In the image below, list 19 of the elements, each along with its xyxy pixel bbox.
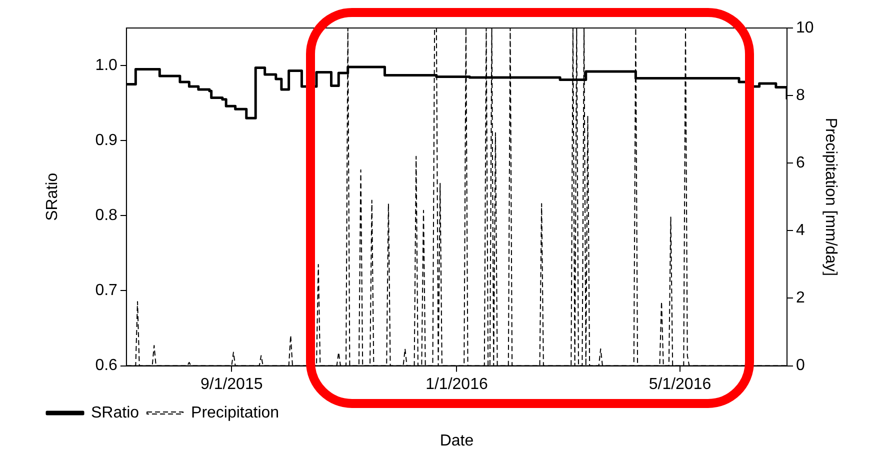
legend-label: SRatio	[91, 404, 140, 422]
y2-tick-label: 2	[796, 290, 806, 307]
y-tick-label: 0.7	[95, 282, 118, 300]
y2-tick-label: 8	[796, 86, 806, 104]
x-tick-label: 5/1/2016	[648, 376, 712, 393]
y-tick-label: 1.0	[95, 56, 118, 74]
y-tick-label: 0.8	[95, 207, 118, 224]
y2-tick-label: 0	[796, 357, 806, 374]
y2-tick-label: 10	[796, 19, 814, 36]
x-tick-label: 9/1/2015	[200, 376, 263, 393]
y-tick-label: 0.6	[95, 357, 118, 374]
y-axis-title: SRatio	[44, 172, 62, 221]
y2-tick-label: 6	[796, 154, 806, 172]
y2-tick-label: 4	[796, 222, 806, 240]
y2-axis-title: Precipitation [mm/day]	[822, 118, 839, 276]
x-tick-label: 1/1/2016	[426, 376, 488, 393]
x-axis-title: Date	[440, 432, 474, 450]
y-tick-label: 0.9	[95, 132, 118, 150]
legend-label: Precipitation	[191, 404, 280, 422]
